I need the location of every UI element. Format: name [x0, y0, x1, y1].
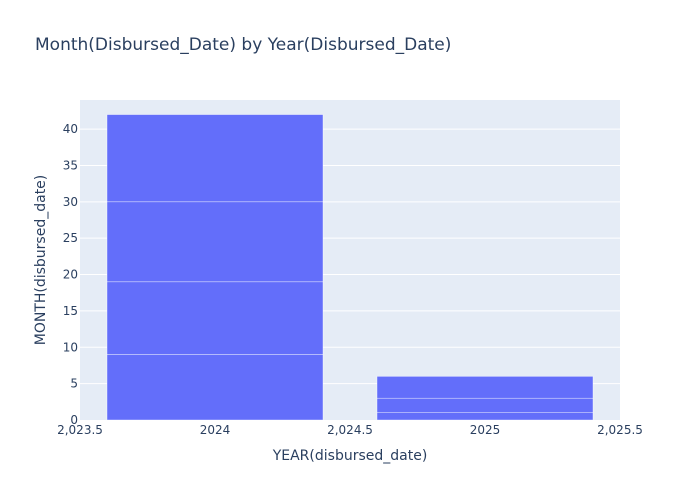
bar-segment[interactable] [106, 201, 324, 283]
bar-segment[interactable] [376, 412, 594, 421]
y-tick-label: 30 [63, 195, 78, 209]
x-tick-label: 2,025.5 [597, 423, 643, 437]
y-tick-label: 10 [63, 340, 78, 354]
bars-group [106, 114, 594, 421]
y-axis-title: MONTH(disbursed_date) [33, 175, 49, 346]
bar-segment[interactable] [376, 397, 594, 413]
x-axis-title: YEAR(disbursed_date) [272, 448, 428, 464]
bar-segment[interactable] [106, 281, 324, 355]
bar-segment[interactable] [106, 354, 324, 421]
chart-title: Month(Disbursed_Date) by Year(Disbursed_… [35, 35, 451, 55]
y-tick-label: 15 [63, 304, 78, 318]
x-tick-label: 2025 [470, 423, 501, 437]
x-axis-ticks: 2,023.5 2024 2,024.5 2025 2,025.5 [57, 423, 643, 437]
x-tick-label: 2024 [200, 423, 231, 437]
y-tick-label: 35 [63, 158, 78, 172]
y-tick-label: 0 [70, 413, 78, 427]
bar-segment[interactable] [106, 114, 324, 203]
y-tick-label: 40 [63, 122, 78, 136]
y-tick-label: 5 [70, 377, 78, 391]
y-tick-label: 25 [63, 231, 78, 245]
bar-segment[interactable] [376, 376, 594, 399]
x-tick-label: 2,024.5 [327, 423, 373, 437]
y-axis-ticks: 0 5 10 15 20 25 30 35 40 [63, 122, 78, 427]
y-tick-label: 20 [63, 268, 78, 282]
x-tick-label: 2,023.5 [57, 423, 103, 437]
